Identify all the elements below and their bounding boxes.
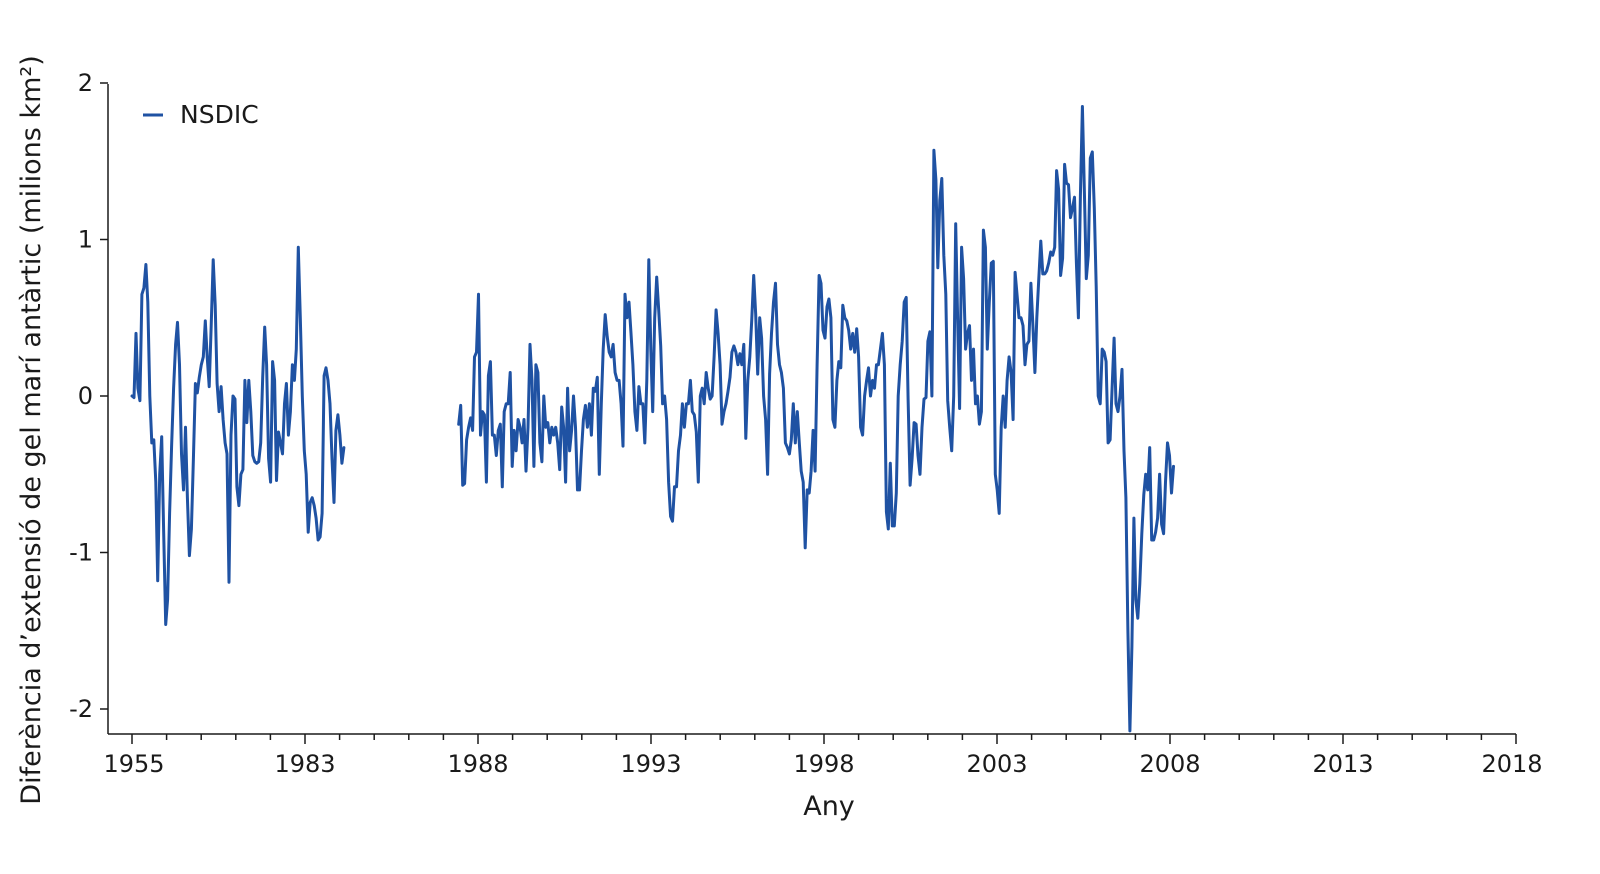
y-tick-labels: 2 1 0 -1 -2 xyxy=(69,69,93,723)
y-tick-label: 1 xyxy=(78,226,93,254)
x-tick-labels: 1955 1983 1988 1993 1998 2003 2008 2013 2018 xyxy=(103,750,1542,778)
y-tick-label: 0 xyxy=(78,382,93,410)
x-axis: 1955 1983 1988 1993 1998 2003 2008 2013 2018 xyxy=(103,733,1543,778)
legend-label-nsdic: NSDIC xyxy=(180,100,259,129)
x-tick-label: 2008 xyxy=(1139,750,1200,778)
x-tick-label: 1983 xyxy=(274,750,335,778)
x-axis-title: Any xyxy=(803,791,855,822)
y-tick-label: -2 xyxy=(69,695,93,723)
x-tick-label: 2018 xyxy=(1481,750,1542,778)
series-lines xyxy=(130,105,1175,733)
x-tick-label: 1998 xyxy=(793,750,854,778)
x-tick-label: 2003 xyxy=(966,750,1027,778)
x-tick-label: 1993 xyxy=(620,750,681,778)
y-tick-label: -1 xyxy=(69,539,93,567)
y-axis-title: Diferència d’extensió de gel marí antàrt… xyxy=(16,55,47,804)
x-tick-label: 1955 xyxy=(103,750,164,778)
y-axis: 2 1 0 -1 -2 xyxy=(69,69,109,734)
y-ticks xyxy=(100,82,108,710)
plot-area xyxy=(130,105,1175,733)
x-tick-label: 1988 xyxy=(447,750,508,778)
series-line-nsdic-segment-2 xyxy=(457,105,1175,733)
legend: NSDIC xyxy=(143,100,259,129)
series-line-nsdic-segment-1 xyxy=(130,245,346,626)
y-tick-label: 2 xyxy=(78,69,93,97)
x-ticks xyxy=(131,734,1517,744)
x-tick-label: 2013 xyxy=(1312,750,1373,778)
